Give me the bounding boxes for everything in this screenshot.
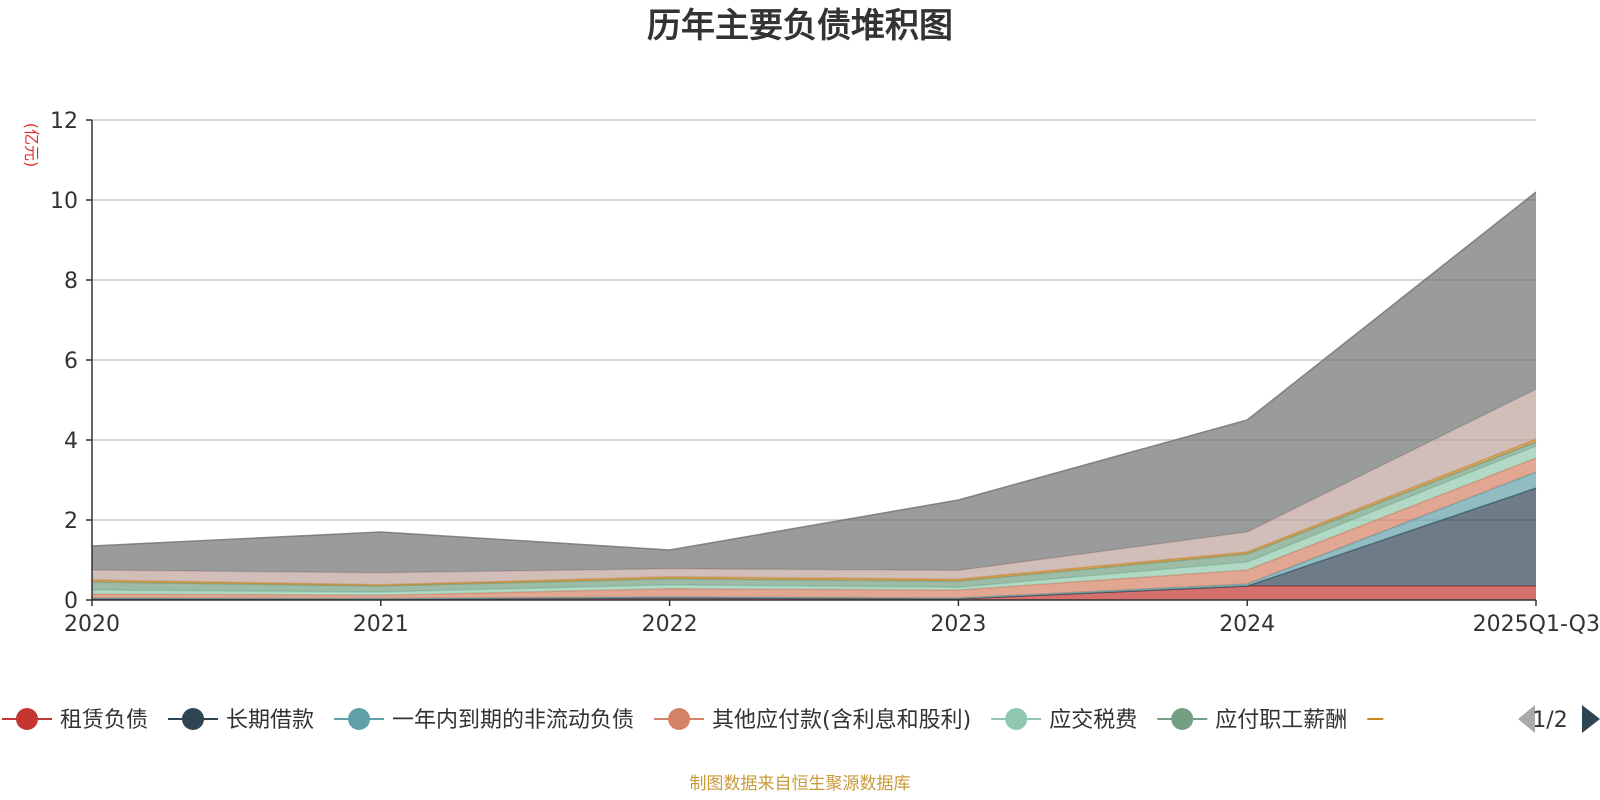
legend-item[interactable]: 应交税费 [991,708,1137,733]
legend-circle-icon [1171,708,1194,730]
y-tick-label: 0 [64,589,78,614]
legend-label: 应交税费 [1049,708,1137,733]
legend-circle-icon [668,708,691,730]
area-series-line-2 [91,487,1537,600]
legend-item[interactable]: 应付职工薪酬 [1157,708,1347,733]
y-axis-unit-label: (亿元) [22,123,41,168]
legend-label: 应付职工薪酬 [1215,708,1347,733]
chart-title: 历年主要负债堆积图 [647,6,953,46]
x-tick-label: 2024 [1219,612,1275,637]
legend-label: 长期借款 [226,708,314,733]
y-tick-label: 8 [64,269,78,294]
x-tick-label: 2022 [642,612,698,637]
y-tick-label: 2 [64,509,78,534]
legend-circle-icon [16,708,38,730]
legend-circle-icon [348,708,371,730]
x-tick-label: 2023 [930,612,986,637]
legend-item[interactable]: 一年内到期的非流动负债 [334,708,634,733]
area-series-line-9 [91,191,1537,551]
legend-item[interactable]: 长期借款 [168,708,314,733]
area-series [91,191,1537,600]
y-tick-label: 4 [64,429,78,454]
area-series-9 [92,192,1536,573]
triangle-left-icon[interactable] [1518,705,1535,733]
y-tick-label: 6 [64,349,78,374]
legend-label: 其他应付款(含利息和股利) [712,708,971,733]
legend-page-indicator: 1/2 [1532,708,1567,733]
source-note: 制图数据来自恒生聚源数据库 [690,774,911,794]
legend-item[interactable]: 其他应付款(含利息和股利) [654,708,971,733]
axes: 0 2 4 6 8 10 12 2020 2021 2022 2023 2024 2025Q1-Q3 [50,109,1600,637]
legend-circle-icon [1005,708,1028,730]
legend-label: 租赁负债 [60,708,148,733]
triangle-right-icon[interactable] [1582,705,1600,733]
y-tick-label: 12 [50,109,78,134]
y-tick-label: 10 [50,189,78,214]
legend-item[interactable]: 租赁负债 [2,708,148,733]
legend: 租赁负债 长期借款 一年内到期的非流动负债 其他应付款(含利息和股利) 应交税费 应付职工… [2,708,1384,733]
legend-pager: 1/2 [1518,705,1600,733]
x-tick-label: 2020 [64,612,120,637]
x-tick-label: 2021 [353,612,409,637]
legend-circle-icon [182,708,205,730]
x-tick-label: 2025Q1-Q3 [1473,612,1600,637]
legend-label: 一年内到期的非流动负债 [392,708,634,733]
